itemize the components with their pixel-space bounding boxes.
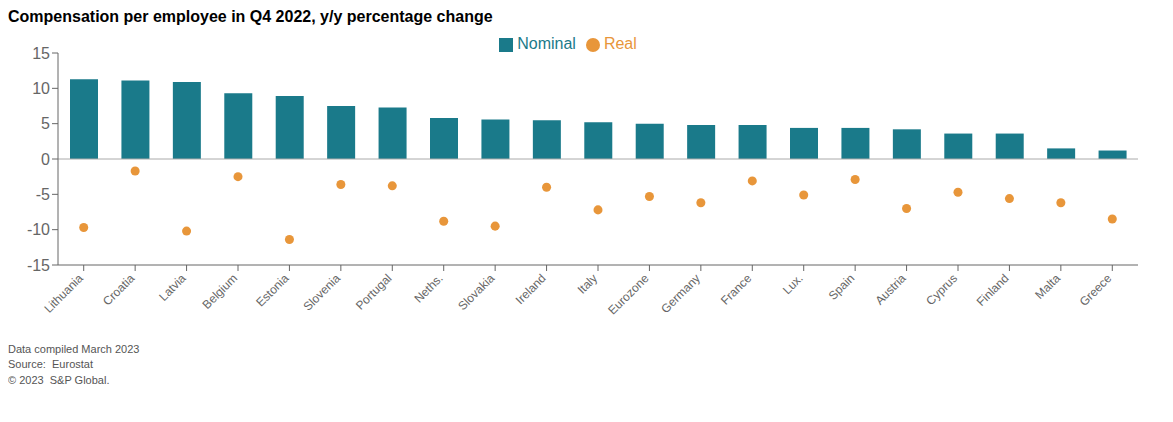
svg-text:France: France (718, 271, 755, 308)
svg-text:Malta: Malta (1032, 271, 1063, 302)
html-text:Compensation per employee in Q: Compensation per employee in Q4 2022, y/… (8, 8, 493, 25)
svg-text:-15: -15 (27, 257, 50, 274)
svg-text:Cyprus: Cyprus (923, 271, 960, 308)
svg-text:0: 0 (41, 151, 50, 168)
svg-text:Eurozone: Eurozone (605, 271, 651, 317)
svg-text:Lux.: Lux. (780, 271, 806, 297)
svg-text:Slovakia: Slovakia (455, 271, 497, 313)
svg-text:-10: -10 (27, 221, 50, 238)
svg-text:-5: -5 (36, 186, 50, 203)
svg-text:Greece: Greece (1077, 271, 1115, 309)
svg-text:5: 5 (41, 115, 50, 132)
svg-text:Finland: Finland (974, 271, 1012, 309)
svg-text:Portugal: Portugal (353, 271, 395, 313)
svg-text:Slovenia: Slovenia (301, 271, 344, 314)
svg-text:Ireland: Ireland (513, 271, 549, 307)
html-text:Nominal: Nominal (517, 35, 576, 52)
html-text:Source: Eurostat: Source: Eurostat (8, 358, 93, 371)
svg-text:Croatia: Croatia (100, 271, 137, 308)
svg-text:Estonia: Estonia (253, 271, 291, 309)
html-text:Data compiled March 2023: Data compiled March 2023 (8, 343, 140, 355)
svg-text:Belgium: Belgium (200, 271, 241, 312)
svg-text:Lithuania: Lithuania (41, 271, 86, 316)
svg-text:Neths.: Neths. (411, 271, 445, 305)
svg-text:Austria: Austria (872, 271, 909, 308)
svg-text:10: 10 (32, 80, 50, 97)
svg-text:Italy: Italy (575, 271, 600, 296)
html-text:© 2023 S&P Global.: © 2023 S&P Global. (8, 373, 110, 386)
svg-text:15: 15 (32, 45, 50, 62)
svg-text:Germany: Germany (658, 271, 703, 316)
svg-text:Spain: Spain (826, 271, 858, 303)
html-text:Real: Real (603, 35, 637, 52)
svg-text:Latvia: Latvia (156, 271, 189, 304)
